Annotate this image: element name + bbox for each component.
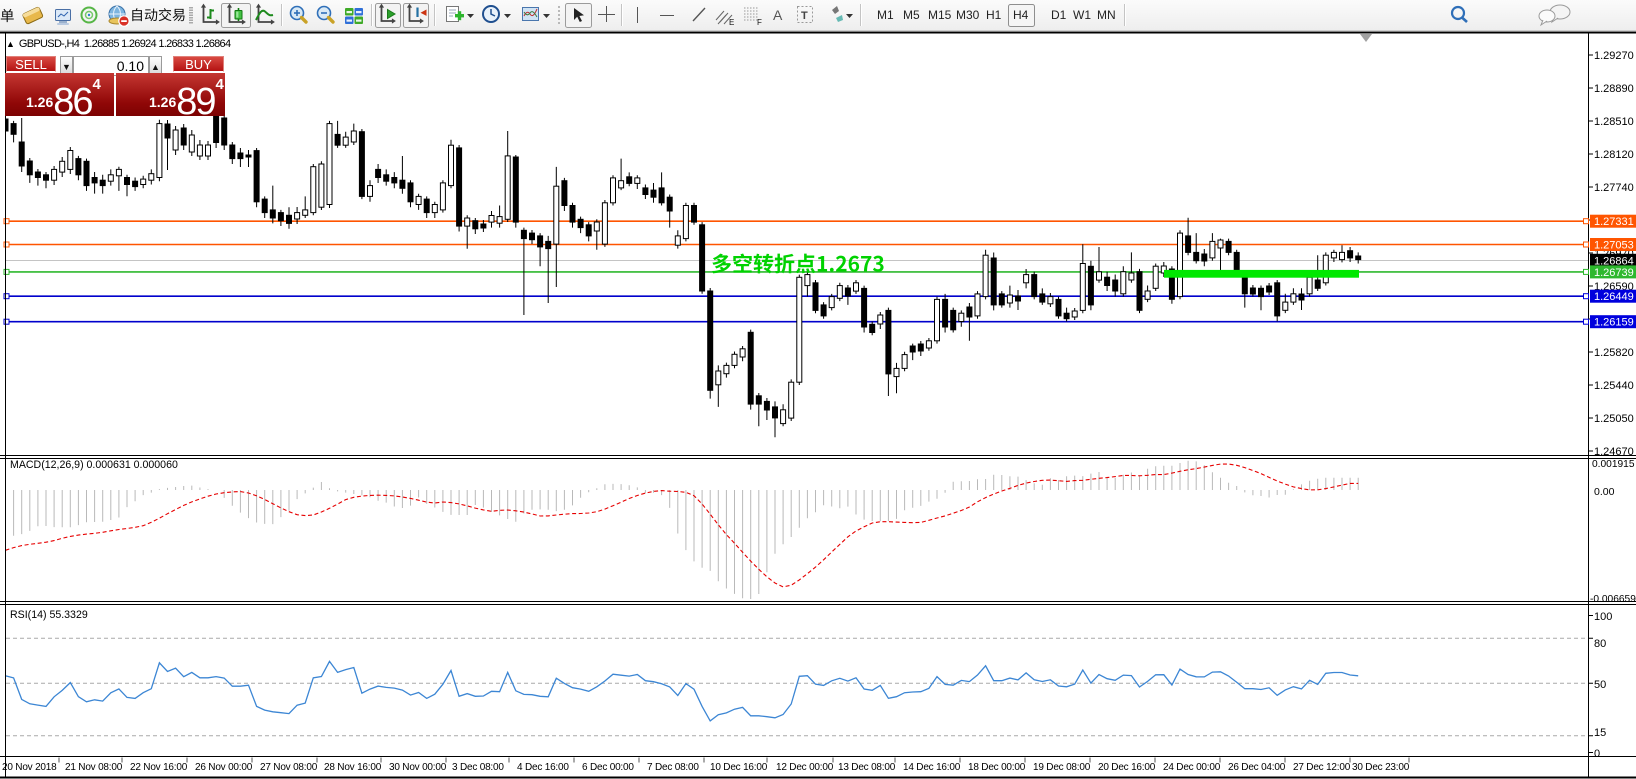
svg-text:6 Dec 00:00: 6 Dec 00:00 — [582, 762, 634, 773]
svg-text:1.26864: 1.26864 — [1594, 255, 1634, 267]
svg-text:15: 15 — [1594, 727, 1606, 739]
svg-text:D1: D1 — [1051, 8, 1067, 22]
svg-text:13 Dec 08:00: 13 Dec 08:00 — [838, 762, 896, 773]
svg-text:M30: M30 — [956, 8, 980, 22]
svg-text:H1: H1 — [986, 8, 1002, 22]
svg-text:1.27740: 1.27740 — [1594, 182, 1634, 194]
svg-text:1.29270: 1.29270 — [1594, 50, 1634, 62]
svg-text:30 Nov 00:00: 30 Nov 00:00 — [389, 762, 447, 773]
svg-text:1.25050: 1.25050 — [1594, 413, 1634, 425]
svg-text:19 Dec 08:00: 19 Dec 08:00 — [1033, 762, 1091, 773]
svg-text:18 Dec 00:00: 18 Dec 00:00 — [968, 762, 1026, 773]
svg-text:1.24670: 1.24670 — [1594, 446, 1634, 458]
svg-text:W1: W1 — [1073, 8, 1091, 22]
svg-text:1.28890: 1.28890 — [1594, 83, 1634, 95]
svg-text:H4: H4 — [1013, 8, 1029, 22]
svg-text:14 Dec 16:00: 14 Dec 16:00 — [903, 762, 961, 773]
svg-text:M1: M1 — [877, 8, 894, 22]
svg-text:0.00: 0.00 — [1594, 486, 1615, 498]
svg-text:21 Nov 08:00: 21 Nov 08:00 — [65, 762, 123, 773]
svg-text:MACD(12,26,9) 0.000631 0.00006: MACD(12,26,9) 0.000631 0.000060 — [10, 459, 178, 471]
svg-text:27 Dec 12:00: 27 Dec 12:00 — [1293, 762, 1351, 773]
svg-text:M5: M5 — [903, 8, 920, 22]
svg-text:27 Nov 08:00: 27 Nov 08:00 — [260, 762, 318, 773]
svg-text:7 Dec 08:00: 7 Dec 08:00 — [647, 762, 699, 773]
svg-text:100: 100 — [1594, 611, 1612, 623]
svg-text:F: F — [757, 18, 762, 27]
svg-text:12 Dec 00:00: 12 Dec 00:00 — [776, 762, 834, 773]
svg-text:22 Nov 16:00: 22 Nov 16:00 — [130, 762, 188, 773]
svg-text:1.26739: 1.26739 — [1594, 267, 1634, 279]
svg-text:T: T — [801, 10, 808, 22]
svg-text:MN: MN — [1097, 8, 1116, 22]
svg-text:E: E — [729, 18, 734, 27]
svg-text:26 Nov 00:00: 26 Nov 00:00 — [195, 762, 253, 773]
svg-text:28 Nov 16:00: 28 Nov 16:00 — [324, 762, 382, 773]
svg-text:26 Dec 04:00: 26 Dec 04:00 — [1228, 762, 1286, 773]
svg-text:1.27053: 1.27053 — [1594, 240, 1634, 252]
svg-text:1.27331: 1.27331 — [1594, 216, 1634, 228]
svg-text:RSI(14) 55.3329: RSI(14) 55.3329 — [10, 609, 88, 621]
svg-text:10 Dec 16:00: 10 Dec 16:00 — [710, 762, 768, 773]
svg-text:1.28510: 1.28510 — [1594, 116, 1634, 128]
svg-text:24 Dec 00:00: 24 Dec 00:00 — [1163, 762, 1221, 773]
svg-text:-0.006659: -0.006659 — [1590, 594, 1636, 605]
svg-text:M15: M15 — [928, 8, 952, 22]
svg-text:1.25440: 1.25440 — [1594, 380, 1634, 392]
svg-text:20 Dec 16:00: 20 Dec 16:00 — [1098, 762, 1156, 773]
svg-text:20 Nov 2018: 20 Nov 2018 — [2, 762, 57, 773]
svg-text:4 Dec 16:00: 4 Dec 16:00 — [517, 762, 569, 773]
svg-text:1.28120: 1.28120 — [1594, 149, 1634, 161]
svg-text:0: 0 — [1594, 748, 1600, 760]
svg-text:1.26449: 1.26449 — [1594, 291, 1634, 303]
svg-text:1.25820: 1.25820 — [1594, 347, 1634, 359]
svg-text:3 Dec 08:00: 3 Dec 08:00 — [452, 762, 504, 773]
svg-text:80: 80 — [1594, 638, 1606, 650]
svg-text:30 Dec 23:00: 30 Dec 23:00 — [1352, 762, 1410, 773]
svg-text:A: A — [773, 7, 783, 23]
svg-text:1.26159: 1.26159 — [1594, 317, 1634, 329]
svg-text:50: 50 — [1594, 679, 1606, 691]
svg-text:0.001915: 0.001915 — [1592, 459, 1635, 470]
